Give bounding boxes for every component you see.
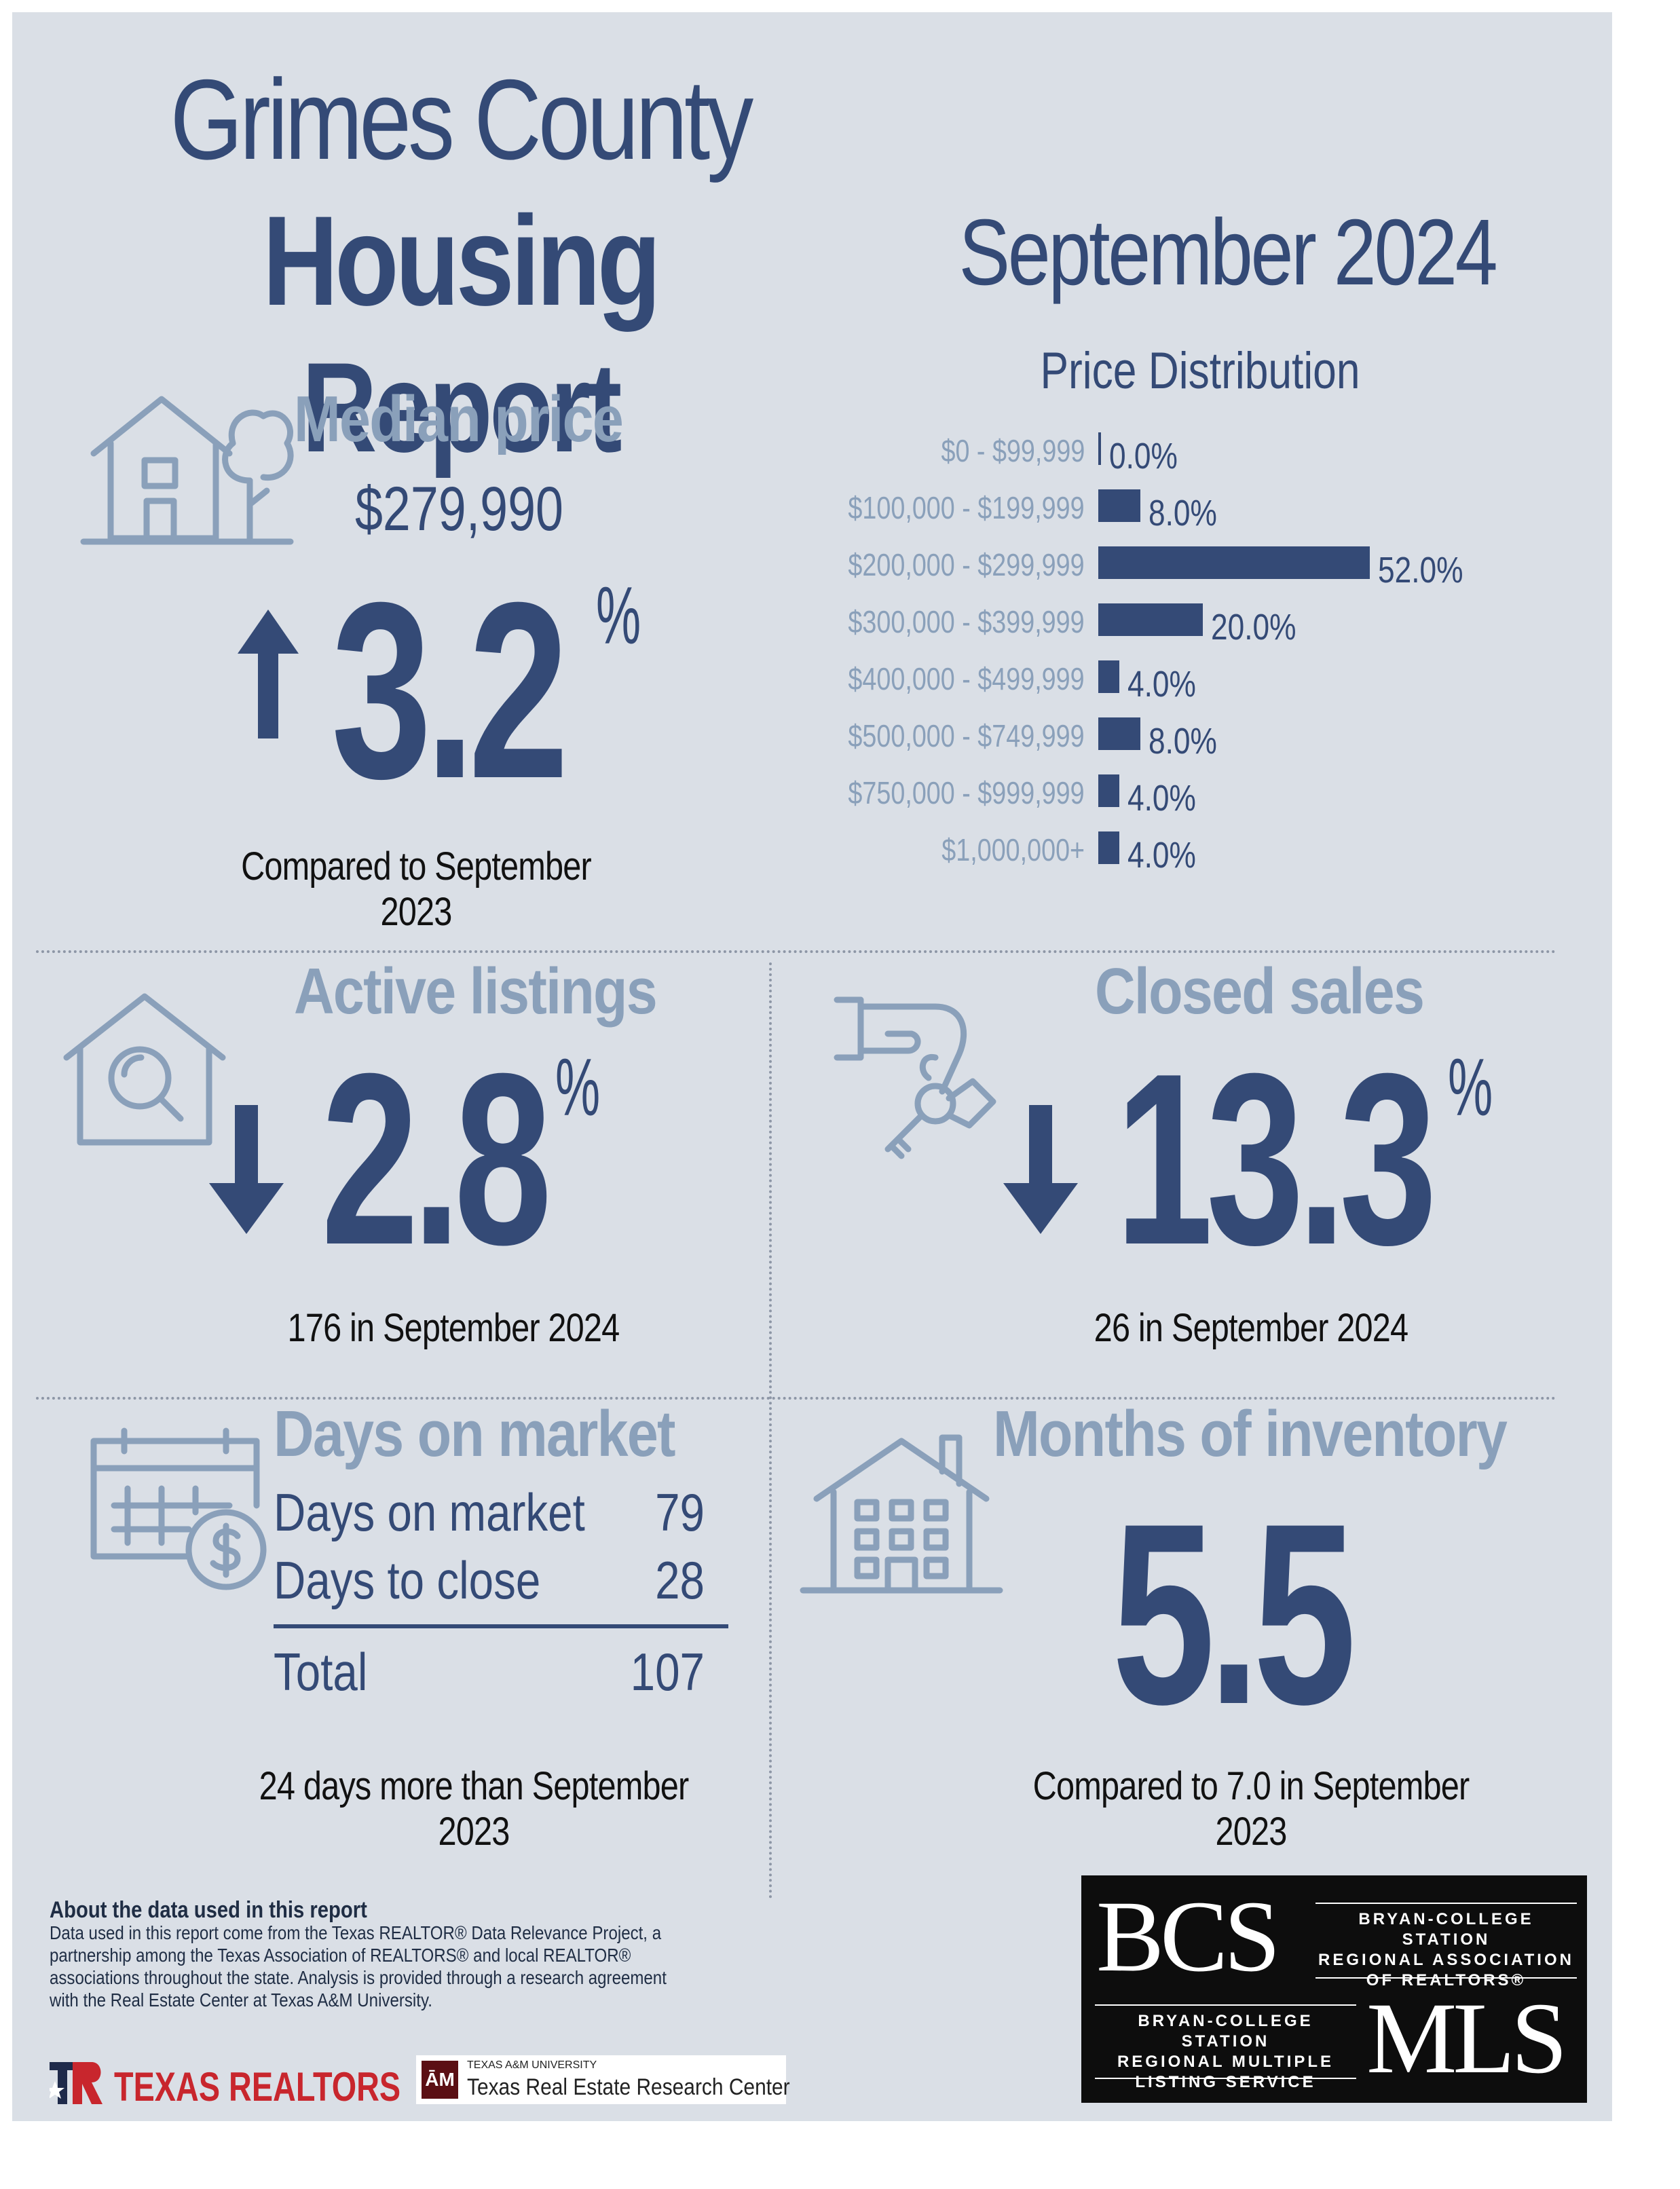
tamu-small-text: TEXAS A&M UNIVERSITY: [467, 2059, 597, 2071]
dom-total-label: Total: [274, 1642, 368, 1702]
mls-rule-top: [1095, 2004, 1356, 2006]
price-bucket-label: $400,000 - $499,999: [848, 661, 1085, 696]
about-line: partnership among the Texas Association …: [50, 1945, 631, 1966]
price-bucket-bar: [1098, 546, 1370, 579]
arrow-down-icon: [1003, 1105, 1078, 1234]
active-listings-caption: 176 in September 2024: [287, 1306, 620, 1350]
months-inventory-value: 5.5: [1112, 1470, 1356, 1758]
arrow-up-icon: [238, 610, 299, 738]
price-distribution-chart: $0 - $99,999 $100,000 - $199,999 $200,000 …: [759, 430, 1573, 884]
tamu-logo: ĀM TEXAS A&M UNIVERSITY Texas Real Estat…: [416, 2055, 790, 2104]
price-bucket-value: 8.0%: [1148, 493, 1217, 534]
price-bucket-value: 4.0%: [1127, 664, 1196, 705]
price-bucket-label: $1,000,000+: [941, 832, 1085, 867]
bcs-mark: BCS: [1096, 1880, 1281, 1993]
price-bucket-bar: [1098, 432, 1101, 465]
price-bucket-bar: [1098, 717, 1140, 750]
price-distribution-title: Price Distribution: [1040, 342, 1360, 400]
price-bucket-label: $750,000 - $999,999: [848, 775, 1085, 810]
median-price-label: Median price: [294, 383, 624, 455]
price-bucket-label: $300,000 - $399,999: [848, 604, 1085, 639]
price-bucket-bar: [1098, 603, 1203, 636]
price-bucket-label: $100,000 - $199,999: [848, 490, 1085, 525]
price-bucket-value: 52.0%: [1378, 550, 1463, 591]
price-bucket-bar: [1098, 774, 1119, 807]
about-line: with the Real Estate Center at Texas A&M…: [50, 1989, 432, 2010]
bcs-rule-bottom: [1315, 1977, 1577, 1979]
mls-rule-bottom: [1095, 2078, 1356, 2079]
title-line2: Housing Report: [262, 189, 661, 479]
bcs-rule-top: [1315, 1903, 1577, 1904]
closed-sales-caption: 26 in September 2024: [1094, 1306, 1408, 1350]
price-bucket-value: 8.0%: [1148, 721, 1217, 762]
median-price-change: 3.2: [331, 550, 569, 831]
title-line1: Grimes County: [170, 56, 754, 183]
price-bucket-bar: [1098, 489, 1140, 522]
bcs-text: BRYAN-COLLEGE STATION REGIONAL ASSOCIATI…: [1315, 1909, 1577, 1991]
texas-realtors-mark-icon: [50, 2062, 102, 2104]
mls-text-line: BRYAN-COLLEGE STATION: [1138, 2012, 1313, 2051]
report-page: Grimes County Housing Report September 2…: [12, 12, 1612, 2121]
calendar-dollar-icon: [90, 1427, 267, 1590]
about-heading: About the data used in this report: [50, 1897, 367, 1923]
bcs-text-line: REGIONAL ASSOCIATION: [1318, 1951, 1574, 1969]
tamu-mark-icon: ĀM: [422, 2061, 458, 2099]
divider-vertical: [769, 962, 772, 1899]
price-bucket-bar: [1098, 660, 1119, 693]
house-tree-icon: [80, 396, 294, 545]
mls-text: BRYAN-COLLEGE STATION REGIONAL MULTIPLE …: [1095, 2011, 1356, 2093]
median-price-value: $279,990: [355, 474, 563, 544]
texas-realtors-logo: TEXAS REALTORS: [50, 2055, 403, 2110]
texas-realtors-text: TEXAS REALTORS: [114, 2064, 401, 2110]
price-bucket-value: 4.0%: [1127, 835, 1196, 876]
active-listings-label: Active listings: [294, 955, 658, 1028]
mls-mark: MLS: [1366, 1982, 1567, 2095]
report-month: September 2024: [958, 200, 1498, 305]
price-bucket-value: 0.0%: [1109, 436, 1178, 476]
price-bucket-bar: [1098, 831, 1119, 864]
divider-middle: [36, 1397, 1556, 1400]
tamu-center-text: Texas Real Estate Research Center: [467, 2074, 790, 2100]
about-section: About the data used in this report Data …: [50, 1897, 851, 2011]
about-line: Data used in this report come from the T…: [50, 1922, 662, 1943]
closed-sales-label: Closed sales: [1095, 955, 1425, 1028]
price-bucket-label: $0 - $99,999: [941, 433, 1085, 468]
bcs-text-line: BRYAN-COLLEGE STATION: [1358, 1910, 1534, 1949]
active-listings-unit: %: [555, 1042, 601, 1133]
total-rule: [274, 1624, 728, 1628]
price-bucket-value: 20.0%: [1210, 607, 1296, 648]
closed-sales-unit: %: [1448, 1042, 1493, 1133]
building-icon: [800, 1434, 1003, 1594]
mls-text-line: LISTING SERVICE: [1135, 2073, 1316, 2091]
hand-keys-icon: [834, 996, 996, 1159]
price-distribution-labels: $0 - $99,999 $100,000 - $199,999 $200,000 …: [759, 430, 1085, 884]
arrow-down-icon: [209, 1105, 284, 1234]
divider-top: [36, 950, 1556, 953]
price-distribution-bars: 0.0% 8.0% 52.0% 20.0% 4.0% 8.0% 4.0% 4.0%: [1098, 430, 1573, 884]
mls-text-line: REGIONAL MULTIPLE: [1117, 2053, 1334, 2071]
dom-row-value: 79: [655, 1482, 705, 1542]
months-inventory-label: Months of inventory: [993, 1398, 1508, 1470]
price-bucket-value: 4.0%: [1127, 778, 1196, 819]
months-inventory-caption: Compared to 7.0 in September 2023: [1032, 1764, 1470, 1854]
about-line: associations throughout the state. Analy…: [50, 1967, 667, 1988]
days-on-market-caption: 24 days more than September 2023: [259, 1764, 690, 1854]
dom-row-label: Days on market: [274, 1482, 585, 1542]
house-magnifier-icon: [63, 993, 226, 1146]
price-bucket-label: $200,000 - $299,999: [848, 547, 1085, 582]
bcs-mls-logo: BCS BRYAN-COLLEGE STATION REGIONAL ASSOC…: [1081, 1875, 1587, 2103]
median-price-unit: %: [596, 570, 641, 661]
closed-sales-change: 13.3: [1115, 1023, 1437, 1296]
dtc-row-value: 28: [655, 1550, 705, 1610]
median-price-caption: Compared to September 2023: [241, 844, 592, 934]
bcs-text-line: OF REALTORS®: [1366, 1971, 1527, 1989]
price-bucket-label: $500,000 - $749,999: [848, 718, 1085, 753]
days-on-market-label: Days on market: [274, 1398, 676, 1470]
active-listings-change: 2.8: [321, 1023, 552, 1296]
dom-total-value: 107: [630, 1642, 705, 1702]
dtc-row-label: Days to close: [274, 1550, 541, 1610]
